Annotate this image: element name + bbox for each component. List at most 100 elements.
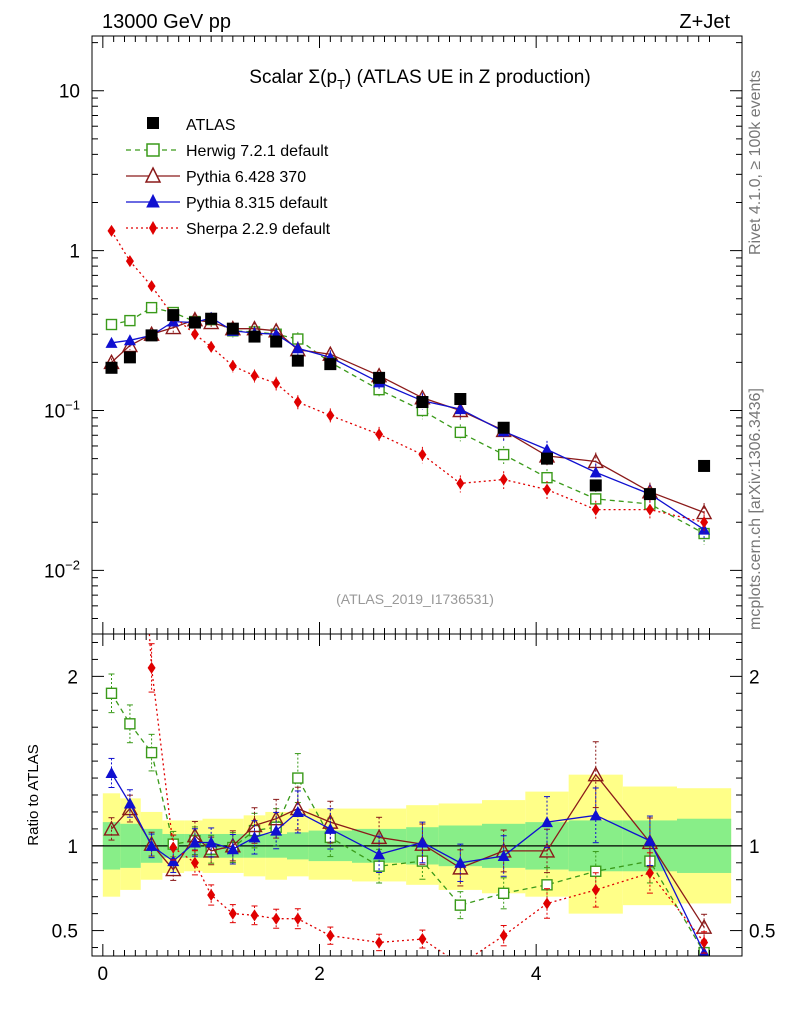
pythia6-ratio-point xyxy=(538,842,556,858)
sherpa-ratio-point xyxy=(543,897,551,910)
pythia8-ratio-point xyxy=(205,836,218,848)
sherpa-main-point xyxy=(228,359,237,372)
pythia8-ratio-point xyxy=(145,839,158,851)
pythia8-main-point xyxy=(454,403,467,415)
atlas-data-point xyxy=(167,309,180,322)
atlas-data-point xyxy=(324,358,337,371)
sherpa-main-point xyxy=(700,516,709,529)
pythia8-main-point xyxy=(105,336,118,348)
chart-title: Scalar Σ(pT) (ATLAS UE in Z production) xyxy=(249,67,590,92)
sherpa-ratio-point xyxy=(418,933,427,946)
sherpa-main-point xyxy=(207,340,216,353)
pythia8-ratio-point xyxy=(226,843,239,855)
herwig-main-point xyxy=(105,318,118,331)
sherpa-ratio-point xyxy=(456,958,464,970)
pythia8-ratio-point xyxy=(291,805,304,817)
pythia8-main-point xyxy=(589,466,602,478)
herwig-ratio-point xyxy=(124,718,136,730)
sherpa-main-point xyxy=(326,409,335,422)
herwig-ratio-point xyxy=(292,772,304,784)
pythia8-ratio-point xyxy=(497,850,510,862)
herwig-main-line xyxy=(111,306,705,535)
sherpa-ratio-point xyxy=(591,883,600,896)
herwig-main-point xyxy=(497,448,510,461)
pythia8-ratio-point xyxy=(167,855,180,867)
pythia8-ratio-point xyxy=(105,766,118,778)
atlas-data-point xyxy=(291,354,304,367)
atlas-data-point xyxy=(698,459,711,472)
sherpa-main-point xyxy=(147,280,156,293)
x-tick-label: 2 xyxy=(314,964,325,985)
sherpa-ratio-point xyxy=(700,936,709,949)
legend-pythia6-marker xyxy=(144,166,162,183)
sherpa-main-point xyxy=(272,377,281,390)
pythia8-ratio-point xyxy=(188,836,201,848)
legend-sherpa-marker xyxy=(149,221,157,235)
y-tick-label: 10−1 xyxy=(44,398,80,423)
sherpa-ratio-point xyxy=(250,909,259,922)
pythia8-ratio-point xyxy=(416,836,429,848)
y-tick-label-base: 10 xyxy=(44,402,65,423)
sherpa-ratio-point xyxy=(169,841,178,854)
sherpa-ratio-point xyxy=(207,888,216,901)
pythia6-ratio-point xyxy=(165,861,182,877)
y-tick-label-exponent: −2 xyxy=(65,557,80,572)
atlas-data-point xyxy=(270,335,283,348)
sherpa-main-point xyxy=(125,255,134,268)
sherpa-main-point xyxy=(591,503,600,516)
legend-sherpa-label: Sherpa 2.2.9 default xyxy=(186,221,331,238)
atlas-data-point xyxy=(589,479,602,492)
atlas-data-point xyxy=(145,329,158,342)
herwig-ratio-point xyxy=(105,687,118,700)
x-axis-ticks: 0 2 4 xyxy=(98,36,710,985)
herwig-ratio-point xyxy=(590,865,602,877)
legend-pythia6-label: Pythia 6.428 370 xyxy=(186,169,306,186)
legend: ATLAS Herwig 7.2.1 default Pythia 6.428 … xyxy=(126,117,331,238)
pythia6-main-point xyxy=(165,319,182,335)
mcplots-label: mcplots.cern.ch [arXiv:1306.3436] xyxy=(747,388,764,630)
analysis-id-label: (ATLAS_2019_I1736531) xyxy=(336,591,494,607)
legend-pythia8-marker xyxy=(146,193,160,208)
ratio-y-tick-label-left: 0.5 xyxy=(52,922,78,943)
ratio-axis-ticks: 0.5 0.5 1 1 2 2 xyxy=(52,641,775,949)
sherpa-ratio-point xyxy=(326,929,335,942)
legend-pythia8-label: Pythia 8.315 default xyxy=(186,195,328,212)
sherpa-main-point xyxy=(418,448,427,461)
sherpa-main-point xyxy=(645,503,654,516)
y-tick-label-base: 10 xyxy=(44,561,65,582)
legend-herwig-marker xyxy=(146,143,160,157)
atlas-data-point xyxy=(497,421,510,434)
herwig-main-point xyxy=(145,301,158,314)
atlas-data-point xyxy=(454,393,467,406)
pythia8-ratio-point xyxy=(123,797,136,809)
herwig-ratio-point xyxy=(497,887,510,899)
y-tick-label-base: 1 xyxy=(69,242,80,263)
x-tick-label: 4 xyxy=(531,964,542,985)
pythia6-ratio-point xyxy=(695,918,713,934)
ratio-y-tick-label-right: 0.5 xyxy=(749,922,775,943)
sherpa-main-point xyxy=(543,483,551,496)
ratio-y-tick-label-left: 1 xyxy=(67,837,78,858)
process-label: Z+Jet xyxy=(679,11,730,33)
ratio-y-tick-label-right: 1 xyxy=(749,837,760,858)
pythia8-ratio-point xyxy=(248,831,261,843)
atlas-data-point xyxy=(123,351,136,364)
main-data-layer xyxy=(103,224,713,545)
pythia8-main-point xyxy=(123,334,136,346)
herwig-main-point xyxy=(454,426,467,439)
pythia8-ratio-point xyxy=(541,816,553,828)
chart-title-main: Scalar Σ(p xyxy=(249,67,337,88)
atlas-data-point xyxy=(541,452,553,465)
pythia8-ratio-point xyxy=(454,856,467,868)
pythia6-main-line xyxy=(111,319,705,514)
herwig-ratio-point xyxy=(454,899,467,911)
ratio-ylabel: Ratio to ATLAS xyxy=(25,744,42,845)
pythia8-ratio-point xyxy=(270,824,283,836)
sherpa-main-point xyxy=(456,477,465,490)
pythia8-main-point xyxy=(541,443,553,455)
pythia8-ratio-point xyxy=(698,946,710,956)
pythia8-main-point xyxy=(291,342,304,354)
pythia8-ratio-point xyxy=(324,822,337,834)
sherpa-ratio-point xyxy=(147,661,156,674)
